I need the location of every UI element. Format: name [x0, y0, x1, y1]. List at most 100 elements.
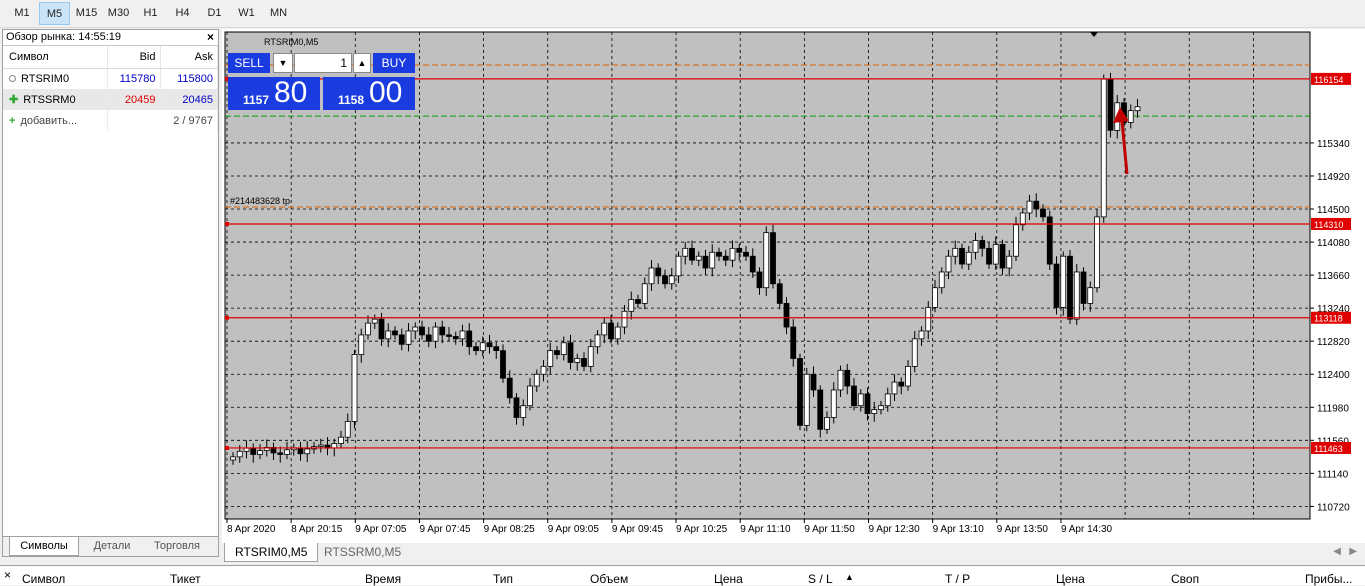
x-tick-label: 9 Apr 11:10 [740, 524, 791, 535]
col-ticket[interactable]: Тикет [170, 572, 201, 586]
candle-body [412, 326, 419, 332]
close-icon[interactable]: × [206, 30, 214, 44]
sell-price-box[interactable]: 1157 80 [228, 76, 320, 110]
symbol-status-icon [9, 75, 16, 83]
tf-w1[interactable]: W1 [238, 7, 255, 19]
candle-body [844, 369, 851, 387]
table-row[interactable]: ✚ RTSSRM0 20459 20465 [3, 89, 218, 110]
candle-body [884, 393, 891, 407]
market-watch-panel: Обзор рынка: 14:55:19 × Символ Bid Ask R… [2, 29, 219, 557]
col-current-price[interactable]: Цена [1056, 572, 1085, 586]
col-sl[interactable]: S / L [808, 572, 833, 586]
sort-asc-icon: ▲ [845, 572, 854, 582]
scroll-right-icon[interactable]: ▶ [1349, 546, 1357, 557]
candle-body [716, 251, 722, 257]
market-watch-tabs: Символы Детали Торговля [3, 536, 218, 556]
level-marker [225, 315, 229, 320]
candle-body [891, 381, 898, 395]
col-volume[interactable]: Объем [590, 572, 629, 586]
tf-m5[interactable]: M5 [39, 2, 70, 25]
scroll-left-icon[interactable]: ◀ [1333, 546, 1341, 557]
candle-body [405, 330, 412, 345]
active-symbol-icon: ✚ [9, 94, 19, 106]
candle-body [695, 255, 702, 261]
y-tick-label: 111980 [1317, 403, 1349, 414]
candle-body [830, 389, 837, 418]
candle-body [425, 334, 432, 342]
add-symbol-label[interactable]: добавить... [20, 114, 78, 127]
ask-value: 20465 [160, 89, 218, 110]
tf-d1[interactable]: D1 [207, 7, 222, 19]
candle-body [1006, 255, 1013, 269]
tf-mn[interactable]: MN [269, 7, 288, 19]
candle-body [358, 334, 365, 355]
tf-m1[interactable]: M1 [14, 7, 30, 19]
candle-body [682, 247, 689, 257]
candle-body [675, 255, 682, 277]
volume-input[interactable]: 1 [294, 53, 352, 73]
col-time[interactable]: Время [365, 572, 402, 586]
tf-m30[interactable]: M30 [107, 7, 130, 19]
price-chart[interactable]: 115340 114920 114500 114080 113660 113240 1128… [222, 29, 1365, 543]
tab-rtsrim0[interactable]: RTSRIM0,M5 [224, 543, 319, 562]
tab-rtssrm0[interactable]: RTSSRM0,M5 [324, 545, 402, 559]
candle-body [1046, 216, 1053, 265]
candle-body [236, 450, 243, 458]
volume-up-icon[interactable]: ▲ [353, 53, 371, 73]
candle-body [817, 389, 824, 430]
chart-window[interactable]: 115340 114920 114500 114080 113660 113240 1128… [222, 29, 1365, 543]
candle-body [385, 330, 392, 340]
candle-body [736, 247, 743, 253]
tab-details[interactable]: Детали [93, 540, 131, 552]
col-symbol[interactable]: Символ [3, 46, 108, 69]
tf-h1[interactable]: H1 [143, 7, 158, 19]
table-row[interactable]: RTSRIM0 115780 115800 [3, 68, 218, 89]
candle-body [1127, 110, 1134, 123]
col-ask[interactable]: Ask [160, 46, 218, 69]
add-symbol-row[interactable]: + добавить... 2 / 9767 [3, 110, 218, 131]
buy-button[interactable]: BUY [373, 53, 415, 73]
candle-body [1040, 208, 1046, 218]
col-type[interactable]: Тип [493, 572, 514, 586]
sell-price-major: 1157 [243, 93, 270, 107]
candle-body [473, 346, 479, 352]
level-price-label: 111463 [1314, 444, 1343, 454]
candle-body [1100, 78, 1107, 218]
close-icon[interactable]: × [4, 568, 12, 582]
terminal-header: × Символ Тикет Время Тип Объем Цена S / … [0, 565, 1365, 586]
candle-body [776, 283, 783, 304]
candle-body [932, 287, 938, 308]
candle-body [304, 448, 311, 455]
candle-body [628, 299, 635, 312]
col-tp[interactable]: T / P [945, 572, 971, 586]
candle-body [790, 326, 797, 359]
buy-price-box[interactable]: 1158 00 [323, 76, 415, 110]
x-tick-label: 9 Apr 09:45 [612, 524, 664, 535]
volume-down-icon[interactable]: ▼ [273, 53, 293, 73]
x-tick-label: 9 Apr 10:25 [676, 524, 728, 535]
candle-body [871, 409, 878, 414]
y-tick-label: 113240 [1317, 304, 1350, 315]
col-symbol[interactable]: Символ [22, 572, 66, 586]
candle-body [614, 326, 621, 340]
candle-body [911, 338, 918, 367]
candle-body [641, 283, 648, 304]
tab-symbols[interactable]: Символы [9, 537, 79, 556]
candle-body [250, 447, 257, 455]
tf-h4[interactable]: H4 [175, 7, 190, 19]
candle-body [1033, 200, 1040, 210]
candle-body [992, 244, 999, 265]
tf-m15[interactable]: M15 [75, 7, 98, 19]
col-bid[interactable]: Bid [107, 46, 161, 69]
candle-body [952, 247, 959, 257]
y-tick-label: 111560 [1317, 436, 1349, 447]
sell-price-minor: 80 [274, 76, 308, 109]
symbol-name: RTSRIM0 [21, 72, 70, 85]
tab-trading[interactable]: Торговля [154, 540, 200, 552]
sell-button[interactable]: SELL [228, 53, 270, 73]
col-swap[interactable]: Своп [1171, 572, 1200, 586]
candle-body [905, 365, 911, 387]
col-price[interactable]: Цена [714, 572, 743, 586]
col-profit[interactable]: Прибы... [1305, 572, 1353, 586]
level-marker [225, 76, 229, 81]
